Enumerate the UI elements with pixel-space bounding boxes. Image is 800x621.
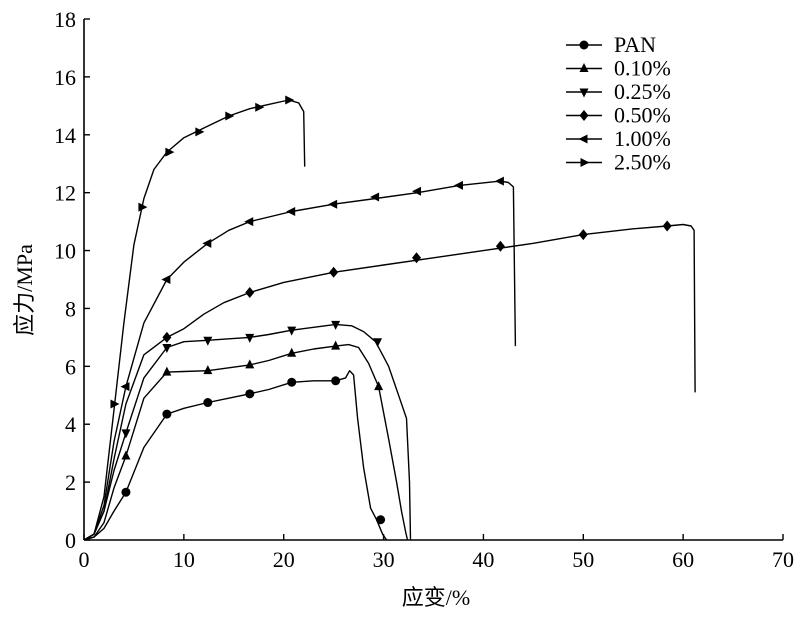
legend-marker (579, 40, 589, 50)
series-4 (83, 176, 517, 541)
data-point (287, 377, 297, 387)
axes: 0 10 20 30 40 50 60 70 0 2 4 6 8 10 12 14 16 18 (54, 7, 794, 572)
legend-item-1: 0.10% (566, 56, 671, 81)
x-tick-label: 10 (173, 547, 195, 572)
x-tick-label: 50 (572, 547, 594, 572)
series-line (83, 343, 409, 541)
data-point (162, 344, 172, 354)
data-point (285, 95, 295, 105)
data-point (494, 176, 504, 186)
data-point (453, 180, 463, 190)
y-tick-label: 10 (54, 239, 76, 264)
data-point (203, 336, 213, 346)
series-line (83, 180, 517, 541)
data-point (662, 220, 672, 232)
data-point (110, 399, 120, 409)
legend-label: PAN (614, 32, 656, 57)
data-point (161, 275, 171, 284)
legend-label: 2.50% (614, 150, 671, 175)
series-line (83, 323, 412, 541)
legend-marker (579, 110, 589, 121)
data-point (329, 266, 339, 278)
legend-marker (580, 158, 590, 167)
legend-label: 1.00% (614, 126, 671, 151)
series-2 (83, 320, 412, 541)
series-0 (83, 370, 388, 541)
legend-item-4: 1.00% (566, 126, 671, 151)
data-point (373, 338, 383, 348)
y-tick-label: 12 (54, 181, 76, 206)
x-tick-label: 40 (472, 547, 494, 572)
y-tick-label: 4 (65, 412, 76, 437)
data-point (202, 238, 212, 248)
x-tick-label: 70 (772, 547, 794, 572)
y-tick-label: 0 (65, 528, 76, 553)
data-point (370, 192, 380, 202)
x-tick-label: 20 (273, 547, 295, 572)
legend-item-0: PAN (566, 32, 656, 57)
data-point (331, 340, 341, 350)
legend-item-3: 0.50% (566, 103, 671, 128)
y-tick-label: 18 (54, 7, 76, 32)
data-point (121, 487, 131, 497)
data-point (331, 320, 341, 330)
legend-label: 0.10% (614, 56, 671, 81)
plot-series (83, 95, 696, 541)
legend-item-5: 2.50% (566, 150, 671, 175)
legend-label: 0.25% (614, 79, 671, 104)
data-point (162, 331, 172, 343)
x-tick-label: 0 (79, 547, 90, 572)
y-axis-title: 应力/MPa (12, 244, 37, 336)
series-line (83, 223, 696, 541)
data-point (331, 376, 341, 386)
data-point (328, 199, 338, 209)
data-point (162, 366, 172, 376)
data-point (121, 429, 131, 439)
data-point (244, 217, 254, 227)
series-line (83, 99, 306, 541)
x-tick-label: 30 (373, 547, 395, 572)
y-tick-label: 14 (54, 123, 76, 148)
data-point (120, 382, 130, 392)
data-point (195, 127, 205, 137)
series-3 (83, 220, 696, 541)
data-point (287, 347, 297, 357)
y-tick-label: 16 (54, 65, 76, 90)
y-tick-label: 2 (65, 470, 76, 495)
legend-marker (579, 88, 589, 98)
data-point (162, 409, 172, 419)
data-point (165, 147, 175, 157)
data-point (138, 202, 148, 212)
legend-label: 0.50% (614, 103, 671, 128)
data-point (245, 359, 255, 369)
legend-marker (578, 134, 588, 144)
data-point (286, 206, 296, 216)
series-5 (83, 95, 306, 541)
x-axis-title: 应变/% (402, 585, 470, 610)
data-point (121, 450, 131, 460)
data-point (412, 252, 422, 264)
data-point (255, 102, 265, 112)
y-tick-label: 8 (65, 296, 76, 321)
data-point (412, 186, 422, 196)
data-point (203, 398, 213, 408)
data-point (578, 229, 588, 241)
y-tick-label: 6 (65, 354, 76, 379)
data-point (203, 365, 213, 375)
data-point (245, 389, 255, 399)
data-point (287, 326, 297, 336)
data-point (376, 515, 386, 525)
legend-item-2: 0.25% (566, 79, 671, 104)
series-1 (83, 340, 409, 541)
data-point (495, 240, 505, 252)
data-point (245, 333, 255, 343)
legend-marker (579, 63, 589, 72)
x-tick-label: 60 (672, 547, 694, 572)
data-point (374, 381, 384, 391)
data-point (245, 287, 255, 299)
data-point (225, 111, 235, 121)
